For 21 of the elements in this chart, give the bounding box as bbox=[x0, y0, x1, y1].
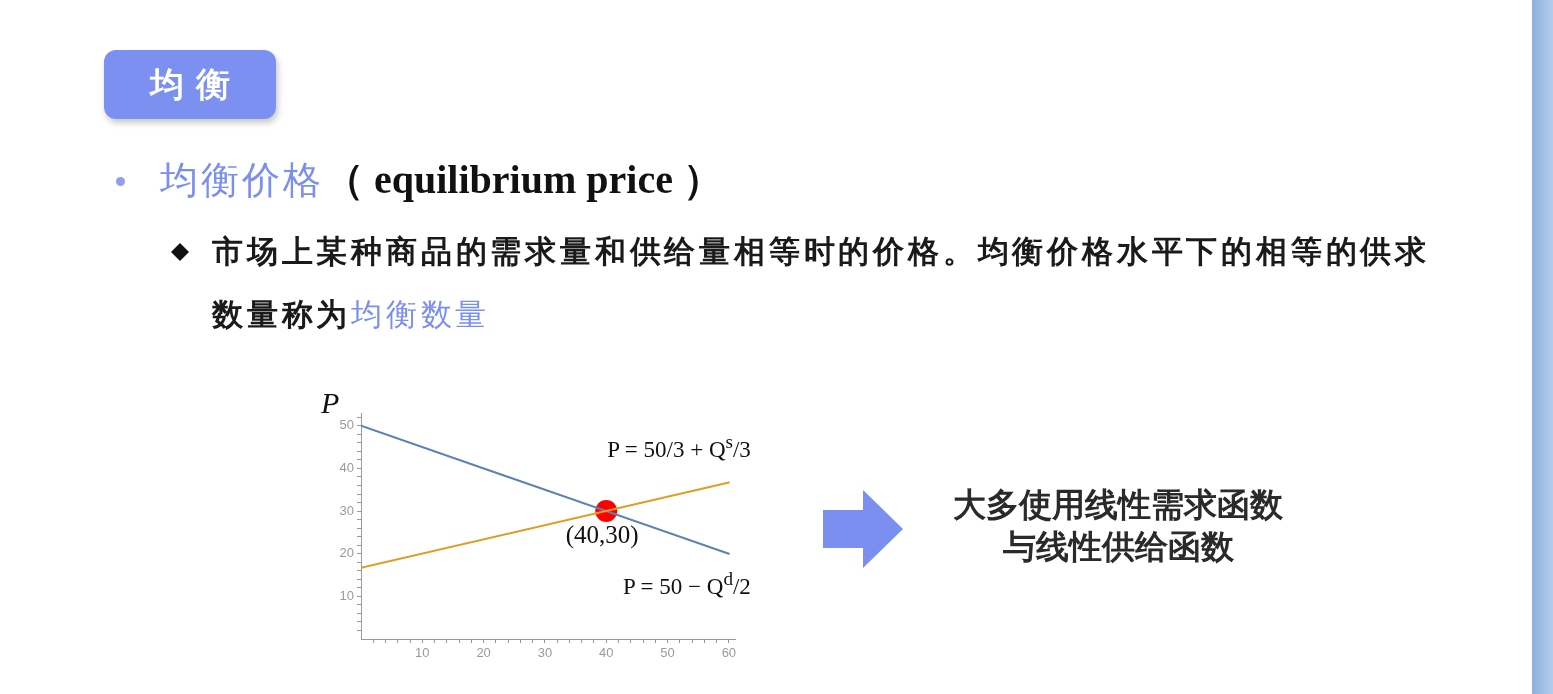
text: 大多使用线性需求函数 bbox=[952, 484, 1284, 526]
series-label: P = 50/3 + Q$^{s}$/3 bbox=[607, 430, 751, 463]
chart-subtitle: 均衡价格（ equilibrium price ） bbox=[160, 157, 723, 202]
x-tick-label: 20 bbox=[476, 645, 491, 661]
text: 与线性供给函数 bbox=[1001, 526, 1235, 568]
text: 均衡数量 bbox=[351, 295, 491, 334]
y-tick-label: 50 bbox=[339, 417, 354, 433]
x-tick-label: 40 bbox=[599, 645, 614, 661]
text: 市场上某种商品的需求量和供给量相等时的价格。均衡价格水平下的相等的供求 bbox=[212, 232, 1430, 271]
series-label: P = 50 − Q$^{d}$/2 bbox=[622, 567, 751, 600]
y-tick-label: 10 bbox=[339, 587, 354, 603]
y-tick-label: 20 bbox=[339, 545, 354, 561]
x-tick-label: 50 bbox=[660, 645, 675, 661]
x-tick-label: 30 bbox=[537, 645, 553, 661]
text: 数量称为 bbox=[212, 295, 352, 334]
y-tick-label: 40 bbox=[339, 460, 354, 476]
y-tick-label: 30 bbox=[339, 502, 354, 518]
x-tick-label: 60 bbox=[721, 645, 737, 661]
annotation: (40,30) bbox=[565, 521, 639, 550]
y-axis-title: P bbox=[321, 386, 340, 420]
x-tick-label: 10 bbox=[415, 645, 430, 661]
